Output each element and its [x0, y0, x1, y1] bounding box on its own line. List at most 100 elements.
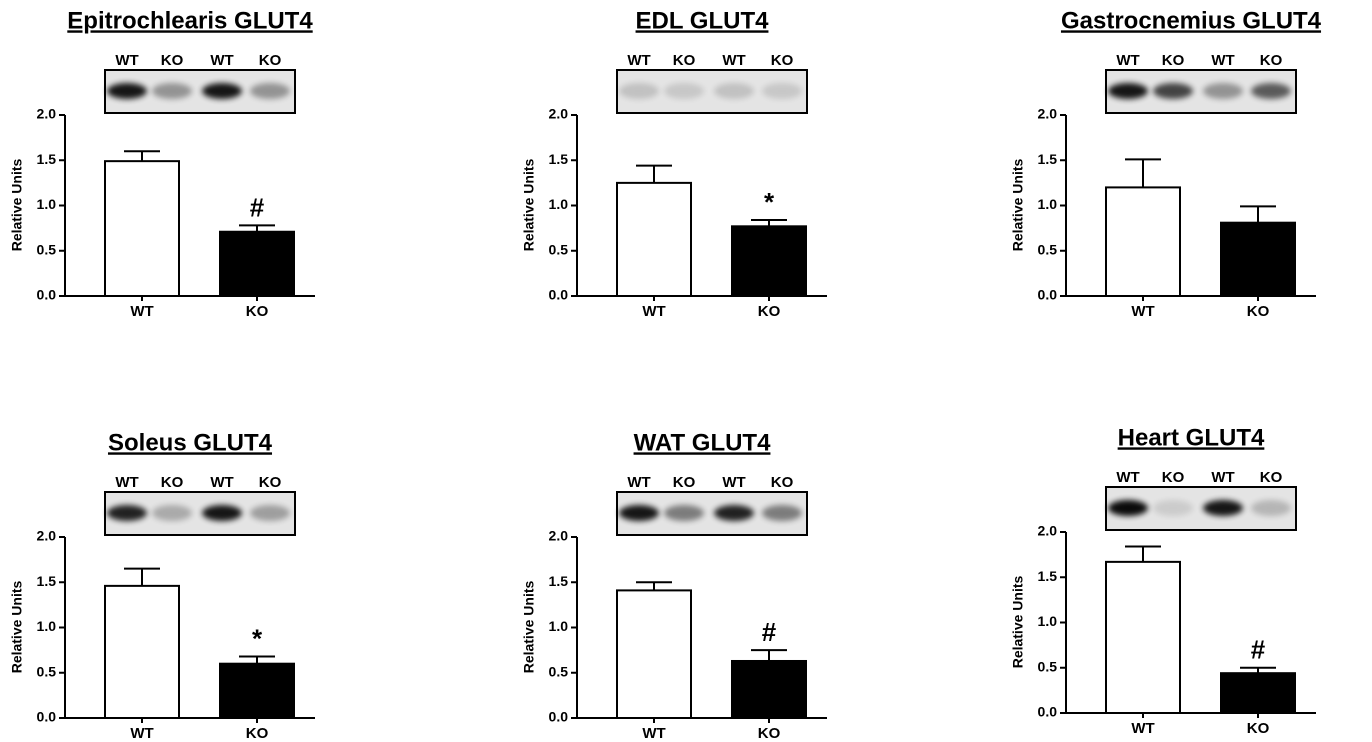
- bar: [732, 226, 806, 296]
- blot-band: [1108, 500, 1148, 516]
- blot-band: [152, 83, 192, 99]
- blot-band: [714, 83, 754, 99]
- y-tick-label: 0.5: [37, 241, 57, 257]
- y-tick-label: 1.5: [37, 573, 57, 589]
- blot-lane-label: WT: [210, 474, 233, 491]
- y-tick-label: 0.0: [1038, 287, 1058, 303]
- blot-lane-label: KO: [259, 474, 282, 491]
- blot-lane-label: WT: [210, 52, 233, 69]
- panel-title: EDL GLUT4: [636, 7, 770, 34]
- y-tick-label: 1.0: [549, 196, 569, 212]
- x-tick-label: KO: [758, 303, 781, 320]
- blot-lane-label: KO: [161, 474, 184, 491]
- y-tick-label: 1.0: [1038, 613, 1058, 629]
- significance-mark: #: [762, 617, 777, 647]
- bar: [1221, 673, 1295, 713]
- bar: [105, 161, 179, 296]
- blot-lane-label: WT: [1211, 52, 1234, 69]
- figure: Epitrochlearis GLUT4 WT KO WT KO 0.0 0.5 1.0 1.5…: [0, 0, 1372, 742]
- blot-band: [202, 505, 242, 521]
- y-tick-label: 0.5: [549, 663, 569, 679]
- blot-lane-label: WT: [722, 52, 745, 69]
- significance-mark: *: [764, 187, 775, 217]
- blot-band: [1153, 500, 1193, 516]
- panel-title: Gastrocnemius GLUT4: [1061, 7, 1322, 34]
- y-tick-label: 0.5: [1038, 241, 1058, 257]
- bar: [617, 590, 691, 718]
- panel-title: Epitrochlearis GLUT4: [67, 7, 313, 34]
- x-tick-label: WT: [130, 303, 153, 320]
- y-tick-label: 0.5: [37, 663, 57, 679]
- y-tick-label: 1.0: [37, 618, 57, 634]
- panel-title: Soleus GLUT4: [108, 429, 273, 456]
- y-tick-label: 2.0: [37, 106, 57, 122]
- bar: [1221, 223, 1295, 296]
- y-tick-label: 1.5: [549, 151, 569, 167]
- significance-mark: #: [250, 192, 265, 222]
- y-tick-label: 1.5: [1038, 568, 1058, 584]
- x-tick-label: WT: [130, 725, 153, 742]
- blot-lane-label: WT: [722, 474, 745, 491]
- y-axis-label: Relative Units: [9, 580, 25, 673]
- blot-band: [202, 83, 242, 99]
- y-tick-label: 0.5: [549, 241, 569, 257]
- blot-lane-label: WT: [1116, 52, 1139, 69]
- panel: Gastrocnemius GLUT4 WT KO WT KO 0.0 0.5 1.0 1.5 2…: [1010, 7, 1322, 320]
- blot-band: [714, 505, 754, 521]
- blot-band: [619, 505, 659, 521]
- panel-title: WAT GLUT4: [634, 429, 772, 456]
- blot-lane-label: WT: [115, 474, 138, 491]
- x-tick-label: KO: [1247, 303, 1270, 320]
- x-tick-label: KO: [246, 725, 269, 742]
- blot-lane-label: WT: [627, 474, 650, 491]
- y-tick-label: 1.5: [549, 573, 569, 589]
- blot-lane-label: KO: [1260, 52, 1283, 69]
- blot-lane-label: KO: [673, 52, 696, 69]
- x-tick-label: WT: [1131, 720, 1154, 737]
- y-tick-label: 0.0: [1038, 704, 1058, 720]
- blot-band: [762, 505, 802, 521]
- blot-lane-label: KO: [259, 52, 282, 69]
- blot-lane-label: WT: [115, 52, 138, 69]
- y-tick-label: 2.0: [1038, 106, 1058, 122]
- y-axis-label: Relative Units: [521, 580, 537, 673]
- blot-band: [1203, 83, 1243, 99]
- blot-band: [107, 505, 147, 521]
- blot-band: [664, 505, 704, 521]
- y-axis-label: Relative Units: [1010, 158, 1026, 251]
- blot-band: [1108, 83, 1148, 99]
- bar: [105, 586, 179, 718]
- y-tick-label: 0.0: [549, 287, 569, 303]
- y-tick-label: 0.0: [37, 287, 57, 303]
- blot-band: [250, 83, 290, 99]
- blot-lane-label: KO: [771, 52, 794, 69]
- blot-band: [1251, 500, 1291, 516]
- x-tick-label: WT: [642, 725, 665, 742]
- bar: [220, 232, 294, 296]
- blot-lane-label: KO: [771, 474, 794, 491]
- blot-lane-label: WT: [1116, 469, 1139, 486]
- x-tick-label: KO: [758, 725, 781, 742]
- y-tick-label: 0.0: [549, 709, 569, 725]
- blot-lane-label: KO: [161, 52, 184, 69]
- x-tick-label: KO: [1247, 720, 1270, 737]
- blot-band: [619, 83, 659, 99]
- bar: [220, 664, 294, 718]
- blot-lane-label: KO: [1162, 52, 1185, 69]
- significance-mark: *: [252, 623, 263, 653]
- y-tick-label: 2.0: [549, 528, 569, 544]
- blot-lane-label: KO: [673, 474, 696, 491]
- y-axis-label: Relative Units: [9, 158, 25, 251]
- blot-band: [107, 83, 147, 99]
- y-tick-label: 1.0: [1038, 196, 1058, 212]
- bar: [732, 661, 806, 718]
- y-tick-label: 2.0: [1038, 523, 1058, 539]
- blot-band: [152, 505, 192, 521]
- y-tick-label: 1.5: [1038, 151, 1058, 167]
- blot-lane-label: WT: [1211, 469, 1234, 486]
- y-tick-label: 1.5: [37, 151, 57, 167]
- bar: [1106, 562, 1180, 713]
